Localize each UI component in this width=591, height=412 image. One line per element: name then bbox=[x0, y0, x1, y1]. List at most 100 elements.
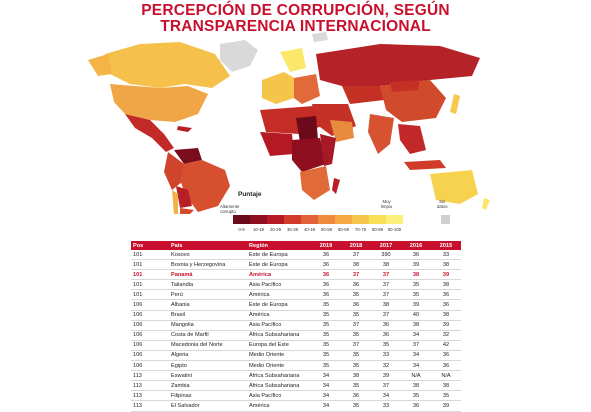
table-cell: 37 bbox=[371, 279, 401, 291]
australia bbox=[430, 170, 478, 204]
table-row: 101 Perú América 36 35 37 35 36 bbox=[131, 289, 461, 301]
alaska bbox=[88, 54, 112, 76]
table-cell: 36 bbox=[341, 390, 371, 402]
table-cell: 37 bbox=[341, 340, 371, 351]
table-cell: 42 bbox=[431, 340, 461, 351]
legend-tick: 10-19 bbox=[253, 227, 264, 232]
table-cell: N/A bbox=[401, 370, 431, 382]
usa bbox=[110, 84, 208, 122]
table-cell: 35 bbox=[401, 390, 431, 402]
legend-swatch bbox=[301, 215, 318, 224]
table-header-cell: País bbox=[169, 241, 247, 250]
table-cell: 113 bbox=[131, 400, 169, 412]
table-cell: 38 bbox=[341, 259, 371, 271]
legend-color-scale bbox=[233, 215, 403, 224]
table-cell: 35 bbox=[341, 360, 371, 372]
table-cell: Algeria bbox=[169, 350, 247, 362]
legend-swatch bbox=[267, 215, 284, 224]
table-cell: 36 bbox=[311, 289, 341, 301]
legend-swatch bbox=[250, 215, 267, 224]
table-cell: 36 bbox=[311, 250, 341, 261]
table-cell: Macedonia del Norte bbox=[169, 340, 247, 351]
table-cell: 106 bbox=[131, 360, 169, 372]
table-cell: 39 bbox=[401, 299, 431, 311]
legend-tick: 90-100 bbox=[387, 227, 402, 232]
table-cell: Perú bbox=[169, 289, 247, 301]
table-header-cell: Pos bbox=[131, 241, 169, 250]
table-cell: 35 bbox=[311, 350, 341, 362]
table-cell: 36 bbox=[431, 299, 461, 311]
legend-low-label-1: Altamente bbox=[220, 204, 240, 209]
table-cell: 35 bbox=[311, 310, 341, 321]
table-cell: 35 bbox=[311, 360, 341, 372]
legend-tick: 80-89 bbox=[372, 227, 383, 232]
table-cell: 36 bbox=[401, 250, 431, 261]
arabian-peninsula bbox=[330, 120, 354, 142]
legend-swatch bbox=[318, 215, 335, 224]
table-cell: Este de Europa bbox=[247, 250, 311, 261]
table-row: 106 Costa de Marfil África Subsahariana 35 3… bbox=[131, 330, 461, 341]
russia bbox=[316, 44, 480, 86]
table-cell: 35 bbox=[341, 330, 371, 341]
table-header-row: Pos País Región 2019 2018 2017 2016 2015 bbox=[131, 241, 461, 250]
chile bbox=[172, 190, 178, 214]
table-cell: 39 bbox=[371, 370, 401, 382]
table-cell: Brasil bbox=[169, 310, 247, 321]
table-row: 113 El Salvador América 34 35 33 36 39 bbox=[131, 400, 461, 412]
table-cell: 38 bbox=[401, 269, 431, 281]
table-cell: 38 bbox=[371, 259, 401, 271]
table-cell: 34 bbox=[371, 390, 401, 402]
table-cell: Medio Oriente bbox=[247, 360, 311, 372]
table-cell: 106 bbox=[131, 310, 169, 321]
legend-swatch bbox=[335, 215, 352, 224]
new-zealand bbox=[482, 198, 490, 210]
canada bbox=[105, 42, 230, 88]
table-cell: Asia Pacífico bbox=[247, 279, 311, 291]
legend-swatch bbox=[233, 215, 250, 224]
map-title-line2: TRANSPARENCIA INTERNACIONAL bbox=[160, 18, 431, 35]
table-cell: 36 bbox=[311, 269, 341, 281]
table-cell: 36 bbox=[341, 299, 371, 311]
table-cell: 38 bbox=[371, 299, 401, 311]
table-cell: 36 bbox=[341, 279, 371, 291]
table-cell: 113 bbox=[131, 370, 169, 382]
table-cell: 34 bbox=[311, 380, 341, 392]
table-cell: 113 bbox=[131, 390, 169, 402]
table-cell: 34 bbox=[311, 370, 341, 382]
table-cell: 113 bbox=[131, 380, 169, 392]
table-cell: 37 bbox=[371, 310, 401, 321]
table-cell: 34 bbox=[401, 330, 431, 341]
table-cell: 37 bbox=[371, 269, 401, 281]
argentina bbox=[180, 208, 194, 214]
japan bbox=[450, 94, 460, 114]
table-header-cell: 2017 bbox=[371, 241, 401, 250]
legend-swatch bbox=[386, 215, 403, 224]
legend-tick: 50-59 bbox=[321, 227, 332, 232]
madagascar bbox=[332, 178, 340, 194]
table-header-cell: 2016 bbox=[401, 241, 431, 250]
table-cell: 35 bbox=[311, 340, 341, 351]
svalbard bbox=[312, 32, 328, 42]
table-cell: Filipinas bbox=[169, 390, 247, 402]
table-cell: 35 bbox=[311, 330, 341, 341]
table-cell: El Salvador bbox=[169, 400, 247, 412]
table-cell: 38 bbox=[431, 380, 461, 392]
ranking-table: Pos País Región 2019 2018 2017 2016 2015 101 Kos… bbox=[131, 241, 461, 412]
table-cell: 35 bbox=[371, 340, 401, 351]
legend-tick: 30-39 bbox=[287, 227, 298, 232]
table-cell: 35 bbox=[431, 390, 461, 402]
table-cell: 33 bbox=[371, 350, 401, 362]
legend-swatch bbox=[369, 215, 386, 224]
table-cell: 36 bbox=[311, 279, 341, 291]
legend-high-label-1: Muy bbox=[382, 199, 391, 204]
table-cell: 36 bbox=[311, 259, 341, 271]
caribbean bbox=[177, 126, 192, 132]
table-cell: Mangolia bbox=[169, 320, 247, 331]
table-cell: 37 bbox=[341, 269, 371, 281]
table-cell: 38 bbox=[401, 380, 431, 392]
table-cell: 39 bbox=[431, 269, 461, 281]
table-cell: 35 bbox=[341, 400, 371, 412]
table-cell: 38 bbox=[431, 259, 461, 271]
table-cell: 35 bbox=[401, 279, 431, 291]
table-cell: 36 bbox=[431, 289, 461, 301]
